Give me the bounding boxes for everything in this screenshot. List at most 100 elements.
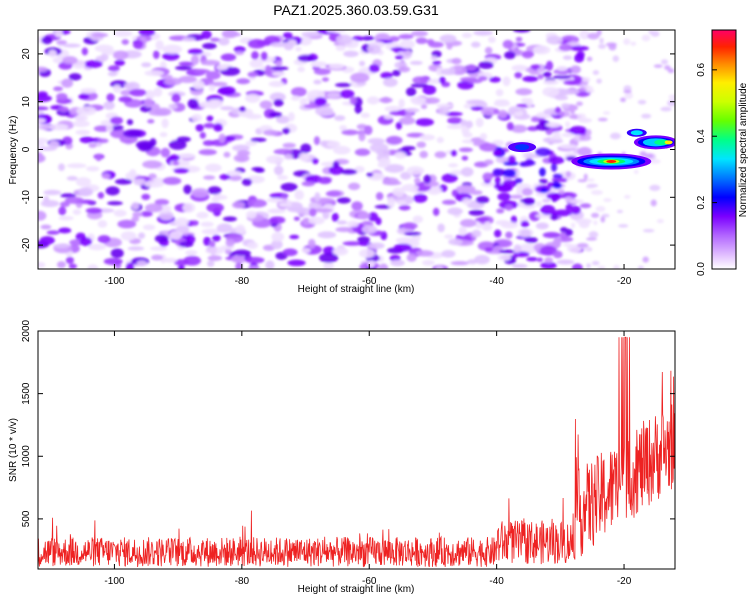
noise-blob — [275, 60, 282, 66]
noise-blob — [131, 216, 139, 222]
noise-blob — [319, 253, 338, 263]
noise-blob — [147, 119, 154, 123]
noise-blob — [269, 216, 285, 223]
noise-blob — [598, 44, 606, 49]
noise-blob — [335, 227, 352, 232]
noise-blob — [281, 183, 298, 192]
noise-blob — [410, 61, 423, 65]
noise-blob — [435, 151, 447, 158]
noise-blob — [398, 66, 410, 72]
noise-blob — [351, 201, 362, 210]
noise-blob — [75, 130, 90, 135]
noise-blob — [133, 40, 144, 49]
noise-blob — [129, 169, 136, 177]
noise-blob — [402, 146, 416, 150]
noise-blob — [41, 36, 52, 44]
noise-blob — [552, 239, 561, 248]
noise-blob — [395, 152, 407, 159]
noise-blob — [219, 134, 226, 143]
noise-blob — [60, 202, 70, 208]
noise-blob — [668, 68, 675, 73]
noise-blob — [474, 255, 490, 264]
noise-blob — [136, 141, 155, 150]
noise-blob — [143, 224, 155, 230]
noise-blob — [274, 149, 293, 155]
noise-blob — [221, 53, 237, 61]
noise-blob — [73, 209, 81, 215]
noise-blob — [350, 73, 369, 83]
noise-blob — [383, 181, 402, 185]
noise-blob — [379, 97, 393, 103]
noise-blob — [657, 219, 664, 223]
noise-blob — [155, 235, 169, 243]
noise-blob — [210, 38, 220, 42]
noise-blob — [631, 42, 637, 46]
signal-blob — [515, 144, 529, 150]
noise-blob — [59, 106, 69, 112]
noise-blob — [347, 221, 359, 228]
noise-blob — [211, 197, 220, 202]
noise-blob — [98, 220, 108, 228]
noise-blob — [155, 40, 163, 50]
noise-blob — [323, 262, 334, 270]
noise-blob — [123, 129, 142, 137]
noise-blob — [358, 213, 370, 220]
noise-blob — [188, 99, 199, 109]
noise-blob — [113, 85, 121, 93]
noise-blob — [599, 38, 603, 44]
noise-blob — [359, 249, 375, 258]
noise-blob — [473, 30, 493, 35]
noise-blob — [107, 201, 123, 205]
noise-blob — [394, 243, 412, 251]
noise-blob — [668, 94, 677, 99]
noise-blob — [191, 114, 202, 122]
noise-blob — [499, 249, 515, 253]
noise-blob — [580, 203, 591, 208]
noise-blob — [56, 40, 67, 45]
noise-blob — [153, 50, 160, 59]
noise-blob — [35, 262, 45, 268]
noise-blob — [437, 137, 444, 143]
noise-blob — [232, 145, 250, 152]
noise-blob — [206, 203, 224, 213]
noise-blob — [406, 166, 424, 175]
noise-blob — [400, 39, 415, 49]
noise-blob — [414, 177, 420, 184]
noise-blob — [32, 95, 52, 102]
noise-blob — [623, 38, 630, 45]
noise-blob — [466, 121, 473, 129]
noise-blob — [559, 144, 577, 149]
colorbar-tick-label: 0.4 — [696, 129, 707, 143]
noise-blob — [172, 93, 181, 102]
noise-blob — [480, 133, 487, 140]
noise-blob — [327, 141, 340, 148]
noise-blob — [295, 47, 301, 52]
colorbar: 0.00.20.40.6 Normalized spectral amplitu… — [696, 30, 749, 276]
noise-blob — [376, 149, 390, 156]
noise-blob — [542, 199, 550, 203]
noise-blob — [591, 190, 603, 195]
noise-blob — [337, 197, 351, 203]
noise-blob — [482, 173, 492, 181]
noise-blob — [203, 140, 215, 146]
noise-blob — [570, 65, 581, 73]
noise-blob — [337, 220, 347, 224]
noise-blob — [488, 36, 496, 43]
noise-blob — [201, 60, 220, 66]
noise-blob — [367, 44, 381, 54]
noise-blob — [399, 34, 414, 39]
noise-blob — [521, 98, 530, 103]
noise-blob — [226, 239, 235, 247]
noise-blob — [582, 77, 590, 82]
noise-blob — [208, 186, 222, 194]
noise-blob — [523, 198, 535, 206]
noise-blob — [248, 199, 267, 207]
noise-blob — [104, 258, 123, 265]
noise-blob — [75, 115, 88, 121]
noise-blob — [336, 35, 352, 45]
noise-blob — [447, 117, 462, 124]
noise-blob — [37, 124, 51, 130]
noise-blob — [596, 79, 602, 84]
noise-blob — [661, 59, 668, 64]
noise-blob — [128, 246, 145, 250]
